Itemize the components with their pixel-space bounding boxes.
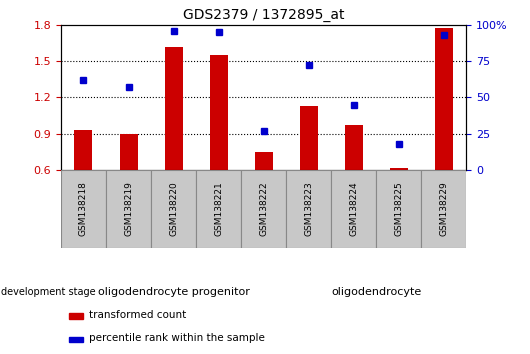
FancyBboxPatch shape (106, 170, 151, 248)
Text: GSM138220: GSM138220 (169, 182, 178, 236)
Text: GSM138219: GSM138219 (124, 181, 133, 236)
Text: oligodendrocyte: oligodendrocyte (331, 287, 421, 297)
FancyBboxPatch shape (241, 170, 286, 248)
Text: GSM138223: GSM138223 (304, 182, 313, 236)
Text: oligodendrocyte progenitor: oligodendrocyte progenitor (98, 287, 250, 297)
FancyBboxPatch shape (286, 170, 331, 248)
FancyBboxPatch shape (331, 170, 376, 248)
FancyBboxPatch shape (196, 170, 241, 248)
Bar (74, 130, 92, 170)
FancyBboxPatch shape (151, 170, 196, 248)
Bar (164, 46, 182, 170)
Bar (69, 337, 83, 342)
Bar (435, 28, 453, 170)
Text: GSM138221: GSM138221 (214, 182, 223, 236)
FancyBboxPatch shape (421, 170, 466, 248)
Text: GSM138224: GSM138224 (349, 182, 358, 236)
Text: GSM138222: GSM138222 (259, 182, 268, 236)
Bar (390, 167, 408, 170)
Text: GSM138218: GSM138218 (79, 181, 88, 236)
FancyBboxPatch shape (61, 170, 106, 248)
Text: GSM138229: GSM138229 (439, 182, 448, 236)
Bar (344, 125, 363, 170)
Bar (254, 152, 272, 170)
Bar (209, 55, 228, 170)
Bar (300, 106, 318, 170)
Text: percentile rank within the sample: percentile rank within the sample (90, 333, 265, 343)
Text: development stage: development stage (1, 287, 96, 297)
Text: transformed count: transformed count (90, 310, 187, 320)
Text: GSM138225: GSM138225 (394, 182, 403, 236)
Title: GDS2379 / 1372895_at: GDS2379 / 1372895_at (183, 8, 344, 22)
Bar (119, 133, 138, 170)
FancyBboxPatch shape (376, 170, 421, 248)
Bar (69, 313, 83, 319)
